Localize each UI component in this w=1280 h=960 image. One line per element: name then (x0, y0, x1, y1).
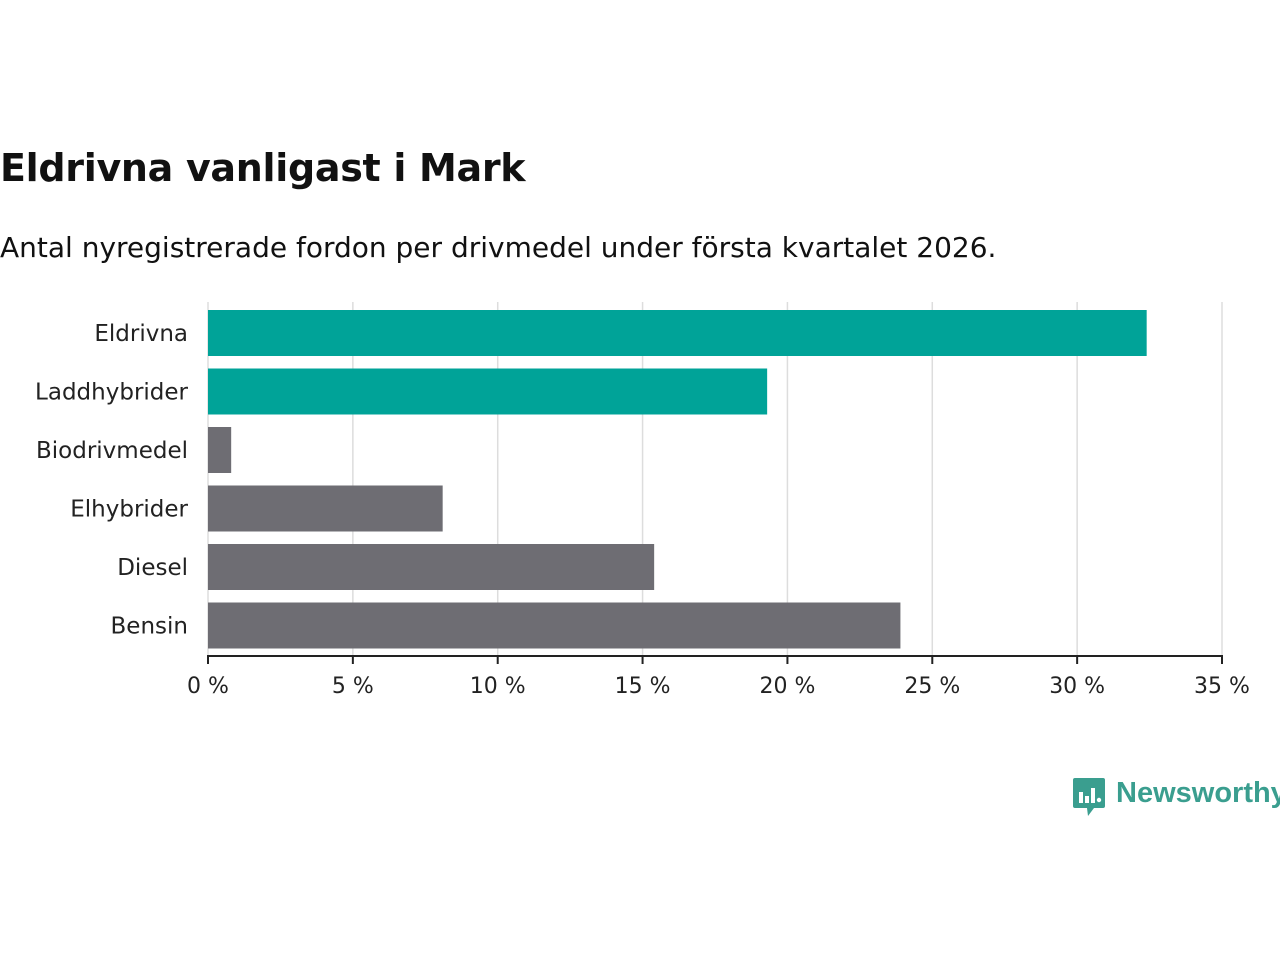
gridlines (207, 302, 1223, 656)
chart-title: Eldrivna vanligast i Mark (0, 146, 526, 190)
x-tick-label-5: 25 % (904, 674, 960, 699)
bar-elhybrider (208, 485, 443, 532)
x-tick-label-0: 0 % (187, 674, 229, 699)
bar-chart: 0 % 5 % 10 % 15 % 20 % 25 % 30 % 35 % Eldrivna L… (35, 302, 1250, 699)
x-tick-label-1: 5 % (332, 674, 374, 699)
bar-diesel (208, 544, 655, 590)
bars (208, 310, 1147, 649)
chart-subtitle: Antal nyregistrerade fordon per drivmede… (0, 231, 997, 264)
category-label-bensin: Bensin (111, 614, 188, 640)
x-tick-label-3: 15 % (615, 674, 671, 699)
category-label-laddhybrider: Laddhybrider (35, 380, 188, 406)
x-tick-label-4: 20 % (759, 674, 815, 699)
bar-laddhybrider (208, 368, 768, 415)
x-tick-label-2: 10 % (470, 674, 526, 699)
category-labels: Eldrivna Laddhybrider Biodrivmedel Elhybrid… (35, 321, 188, 640)
bar-bensin (208, 602, 901, 649)
category-label-diesel: Diesel (117, 555, 188, 581)
newsworthy-brand-name: Newsworthy (1116, 777, 1280, 809)
x-tick-label-6: 30 % (1049, 674, 1105, 699)
newsworthy-logo: Newsworthy (1072, 776, 1280, 818)
bar-biodrivmedel (208, 427, 232, 473)
category-label-eldrivna: Eldrivna (94, 321, 188, 347)
x-tick-label-7: 35 % (1194, 674, 1250, 699)
bar-eldrivna (208, 310, 1147, 356)
category-label-elhybrider: Elhybrider (70, 497, 188, 523)
x-axis: 0 % 5 % 10 % 15 % 20 % 25 % 30 % 35 % (187, 655, 1250, 699)
newsworthy-logo-icon (1073, 778, 1105, 816)
category-label-biodrivmedel: Biodrivmedel (36, 438, 188, 464)
